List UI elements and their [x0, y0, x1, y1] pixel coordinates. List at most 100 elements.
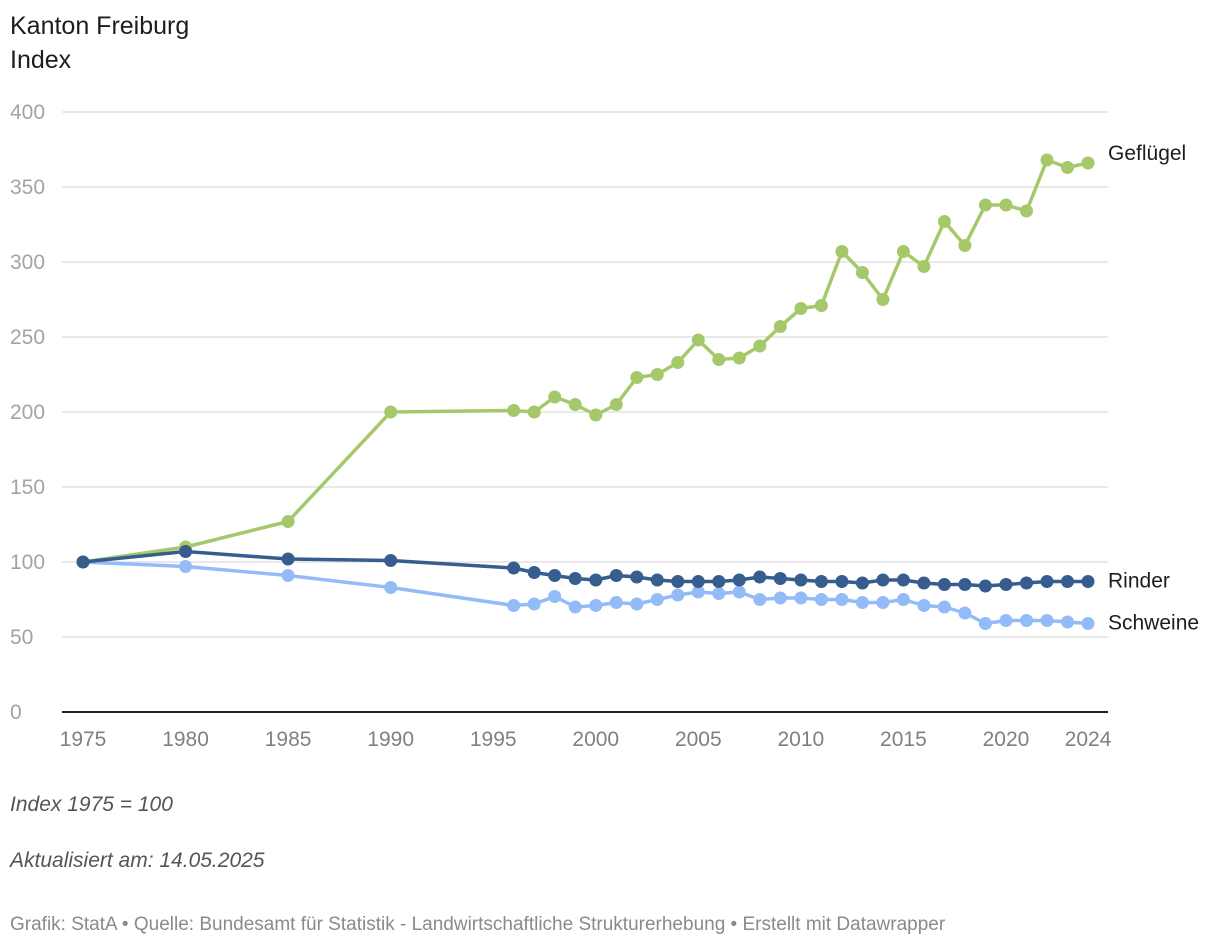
data-point-gefl-gel — [712, 353, 726, 366]
data-point-gefl-gel — [630, 371, 644, 384]
data-point-schweine — [609, 596, 623, 609]
x-tick-label: 2005 — [675, 728, 722, 751]
x-tick-label: 2020 — [983, 728, 1030, 751]
data-point-schweine — [384, 581, 398, 594]
data-point-gefl-gel — [507, 404, 521, 417]
data-point-rinder — [753, 570, 767, 584]
series-labels: Geflügel Rinder Schweine — [1108, 142, 1199, 635]
data-point-schweine — [753, 593, 767, 606]
data-point-gefl-gel — [732, 351, 746, 365]
data-point-gefl-gel — [937, 215, 951, 228]
data-point-schweine — [855, 596, 869, 609]
data-point-rinder — [1040, 575, 1054, 588]
data-point-gefl-gel — [753, 339, 767, 353]
data-point-schweine — [527, 597, 541, 611]
data-point-gefl-gel — [999, 198, 1013, 212]
data-point-gefl-gel — [794, 302, 808, 315]
data-point-schweine — [179, 560, 193, 573]
data-point-gefl-gel — [978, 198, 992, 212]
data-point-rinder — [1020, 576, 1033, 590]
data-point-gefl-gel — [671, 356, 685, 369]
data-point-rinder — [671, 575, 685, 588]
data-point-gefl-gel — [548, 390, 562, 404]
x-tick-label: 1995 — [470, 728, 517, 751]
data-point-rinder — [1081, 575, 1095, 588]
data-point-schweine — [917, 599, 931, 612]
y-tick-label: 400 — [10, 101, 45, 124]
series-schweine — [76, 555, 1095, 630]
data-point-rinder — [1061, 575, 1074, 588]
x-tick-label: 1975 — [60, 728, 107, 751]
x-tick-label: 1990 — [367, 728, 414, 751]
index-base-note: Index 1975 = 100 — [10, 793, 173, 816]
data-point-schweine — [1040, 614, 1054, 627]
data-point-schweine — [1061, 615, 1074, 629]
data-point-rinder — [773, 572, 787, 585]
gridlines — [62, 111, 1108, 638]
data-point-rinder — [548, 569, 562, 582]
x-tick-label: 2024 — [1065, 728, 1112, 751]
data-point-rinder — [384, 554, 398, 567]
data-point-schweine — [794, 591, 808, 605]
series-lines — [76, 153, 1095, 630]
series-rinder — [76, 545, 1095, 593]
updated-note: Aktualisiert am: 14.05.2025 — [10, 849, 265, 872]
series-label-schweine: Schweine — [1108, 612, 1199, 635]
data-point-schweine — [281, 569, 295, 582]
series-line-gefl-gel — [81, 158, 1090, 564]
data-point-gefl-gel — [691, 333, 705, 347]
data-point-schweine — [548, 590, 562, 603]
series-label-gefl-gel: Geflügel — [1108, 142, 1186, 165]
data-point-rinder — [814, 575, 828, 588]
y-tick-label: 350 — [10, 176, 45, 199]
data-point-rinder — [835, 575, 849, 588]
data-point-gefl-gel — [568, 398, 582, 411]
data-point-rinder — [609, 569, 623, 582]
data-point-gefl-gel — [650, 368, 664, 381]
y-tick-label: 200 — [10, 401, 45, 424]
data-point-schweine — [630, 597, 644, 611]
series-line-schweine — [81, 560, 1090, 626]
data-point-rinder — [937, 578, 951, 591]
data-point-gefl-gel — [384, 405, 398, 419]
x-tick-label: 2010 — [777, 728, 824, 751]
data-point-rinder — [589, 573, 603, 587]
data-point-gefl-gel — [1081, 156, 1095, 170]
x-tick-label: 1980 — [162, 728, 209, 751]
x-tick-label: 2015 — [880, 728, 927, 751]
data-point-gefl-gel — [1040, 153, 1054, 167]
x-tick-label: 1985 — [265, 728, 312, 751]
data-point-gefl-gel — [281, 515, 295, 528]
data-point-rinder — [507, 561, 521, 575]
data-point-gefl-gel — [855, 266, 869, 279]
data-point-gefl-gel — [589, 408, 603, 422]
data-point-schweine — [691, 585, 705, 599]
data-point-rinder — [179, 545, 193, 558]
data-point-schweine — [958, 606, 972, 620]
data-point-gefl-gel — [835, 245, 849, 258]
x-tick-label: 2000 — [572, 728, 619, 751]
data-point-gefl-gel — [1020, 204, 1033, 218]
data-point-schweine — [835, 593, 849, 606]
data-point-rinder — [896, 573, 910, 587]
data-point-schweine — [978, 617, 992, 630]
series-gefl-gel — [76, 153, 1095, 569]
data-point-rinder — [732, 573, 746, 587]
data-point-gefl-gel — [773, 320, 787, 333]
data-point-rinder — [917, 576, 931, 590]
y-tick-label: 300 — [10, 251, 45, 274]
data-point-schweine — [568, 600, 582, 614]
chart-title: Kanton Freiburg — [10, 12, 190, 40]
data-point-schweine — [671, 588, 685, 602]
data-point-gefl-gel — [958, 239, 972, 252]
data-point-rinder — [568, 572, 582, 585]
data-point-schweine — [507, 599, 521, 612]
data-point-rinder — [876, 573, 890, 587]
data-point-rinder — [650, 573, 664, 587]
source-footer: Grafik: StatA • Quelle: Bundesamt für St… — [10, 914, 946, 935]
y-tick-label: 150 — [10, 476, 45, 499]
series-label-rinder: Rinder — [1108, 570, 1170, 593]
data-point-gefl-gel — [876, 293, 890, 306]
series-line-rinder — [81, 549, 1090, 588]
